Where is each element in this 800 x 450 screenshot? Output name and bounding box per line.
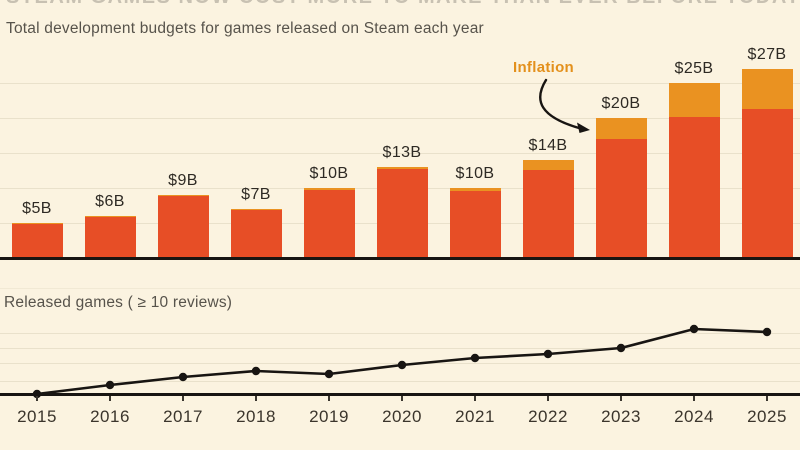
- axis-tick-2020: [401, 396, 403, 401]
- bar-value-label-2023: $20B: [601, 95, 641, 112]
- inflation-segment-2023: [596, 118, 647, 139]
- budget-bar-2018: [231, 209, 282, 258]
- data-point-2016: [105, 380, 115, 390]
- axis-tick-2017: [182, 396, 184, 401]
- axis-tick-2015: [36, 396, 38, 401]
- inflation-segment-2018: [231, 209, 282, 210]
- bar-value-label-2020: $13B: [382, 144, 422, 161]
- gridline-20b: [0, 118, 800, 119]
- inflation-segment-2020: [377, 167, 428, 169]
- data-point-2021: [470, 353, 480, 363]
- year-label-2021: 2021: [455, 407, 495, 426]
- bar-value-label-2024: $25B: [674, 60, 714, 77]
- inflation-segment-2021: [450, 188, 501, 191]
- bar-value-label-2022: $14B: [528, 137, 568, 154]
- panel-divider: [0, 288, 800, 289]
- inflation-segment-2015: [12, 223, 63, 224]
- year-label-2018: 2018: [236, 407, 276, 426]
- year-label-2023: 2023: [601, 407, 641, 426]
- year-label-2024: 2024: [674, 407, 714, 426]
- bar-value-label-2019: $10B: [309, 165, 349, 182]
- axis-tick-2019: [328, 396, 330, 401]
- axis-tick-2022: [547, 396, 549, 401]
- budget-bar-2017: [158, 195, 209, 258]
- bar-value-label-2016: $6B: [95, 193, 125, 210]
- inflation-annotation-label: Inflation: [513, 59, 575, 76]
- budget-bar-2020: [377, 167, 428, 258]
- budget-bar-2023: [596, 118, 647, 258]
- gridline-15b: [0, 153, 800, 154]
- budget-bar-2024: [669, 83, 720, 258]
- inflation-segment-2022: [523, 160, 574, 170]
- line-chart-title: Released games ( ≥ 10 reviews): [4, 294, 233, 311]
- budget-bar-2016: [85, 216, 136, 258]
- budget-bar-2019: [304, 188, 355, 258]
- inflation-segment-2025: [742, 69, 793, 109]
- budget-bar-2022: [523, 160, 574, 258]
- year-label-2015: 2015: [17, 407, 57, 426]
- gridline-25b: [0, 83, 800, 84]
- year-label-2025: 2025: [747, 407, 787, 426]
- budget-bar-2015: [12, 223, 63, 258]
- inflation-segment-2016: [85, 216, 136, 217]
- data-point-2017: [178, 372, 188, 382]
- line-gridline-3: [0, 381, 800, 382]
- cropped-headline: STEAM GAMES NOW COST MORE TO MAKE THAN E…: [6, 0, 800, 4]
- bar-value-label-2021: $10B: [455, 165, 495, 182]
- year-label-2020: 2020: [382, 407, 422, 426]
- axis-tick-2025: [766, 396, 768, 401]
- budget-bar-2025: [742, 69, 793, 258]
- inflation-segment-2017: [158, 195, 209, 196]
- line-gridline-0: [0, 333, 800, 334]
- axis-tick-2018: [255, 396, 257, 401]
- bar-value-label-2018: $7B: [241, 186, 271, 203]
- bar-value-label-2017: $9B: [168, 172, 198, 189]
- line-chart-baseline: [0, 393, 800, 396]
- bar-value-label-2015: $5B: [22, 200, 52, 217]
- axis-tick-2024: [693, 396, 695, 401]
- bar-chart-title: Total development budgets for games rele…: [6, 20, 484, 37]
- data-point-2022: [543, 349, 553, 359]
- data-point-2024: [689, 324, 699, 334]
- axis-tick-2021: [474, 396, 476, 401]
- year-label-2022: 2022: [528, 407, 568, 426]
- year-label-2017: 2017: [163, 407, 203, 426]
- data-point-2019: [324, 369, 334, 379]
- year-label-2019: 2019: [309, 407, 349, 426]
- cropped-headline-text: STEAM GAMES NOW COST MORE TO MAKE THAN E…: [6, 0, 800, 4]
- line-gridline-2: [0, 363, 800, 364]
- inflation-segment-2024: [669, 83, 720, 117]
- axis-tick-2023: [620, 396, 622, 401]
- released-games-line: [36, 327, 768, 396]
- bar-chart-baseline: [0, 257, 800, 260]
- data-point-2025: [762, 327, 772, 337]
- bar-value-label-2025: $27B: [747, 46, 787, 63]
- line-gridline-1: [0, 348, 800, 349]
- data-point-2018: [251, 366, 261, 376]
- budget-bar-2021: [450, 188, 501, 258]
- year-label-2016: 2016: [90, 407, 130, 426]
- axis-tick-2016: [109, 396, 111, 401]
- inflation-segment-2019: [304, 188, 355, 190]
